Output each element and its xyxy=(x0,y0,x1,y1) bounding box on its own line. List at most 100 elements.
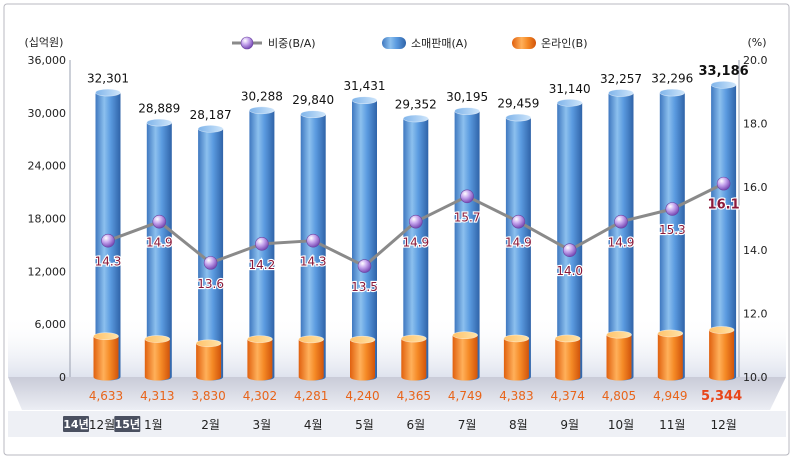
online-bar-body xyxy=(555,338,581,381)
category-label: 7월 xyxy=(458,418,477,432)
retail-bar-body xyxy=(352,100,377,381)
year-badge xyxy=(114,416,141,432)
category-label: 12월 xyxy=(89,418,115,432)
legend-retail-swatch xyxy=(382,37,406,49)
retail-bar xyxy=(402,114,429,381)
chart-floor xyxy=(8,377,786,410)
online-data-label: 4,240 xyxy=(345,389,379,403)
retail-bar xyxy=(197,124,224,381)
year-badge-label: 14년 xyxy=(63,417,88,431)
online-data-label: 3,830 xyxy=(191,389,225,403)
online-bar-cap xyxy=(554,334,581,343)
category-label: 5월 xyxy=(355,418,374,432)
ratio-data-label: 14.9 xyxy=(608,236,635,250)
right-axis-tick-label: 16.0 xyxy=(743,181,768,194)
retail-bar-cap xyxy=(402,114,429,123)
online-bar xyxy=(452,331,478,381)
legend-ratio-marker xyxy=(240,36,254,50)
right-axis-unit-label: (%) xyxy=(747,36,766,49)
retail-bar-cap xyxy=(556,98,583,107)
online-bar-body xyxy=(657,333,683,381)
retail-bar-body xyxy=(198,128,224,381)
retail-bar-body xyxy=(403,118,429,381)
ratio-point xyxy=(408,214,423,229)
online-data-label: 4,949 xyxy=(653,389,687,403)
retail-bar xyxy=(710,80,737,381)
online-bar-body xyxy=(350,339,375,381)
online-bar xyxy=(93,332,119,381)
online-data-label: 4,313 xyxy=(140,389,174,403)
online-bar-cap xyxy=(657,329,684,338)
online-bar-body xyxy=(144,339,170,381)
legend-retail-label: 소매판매(A) xyxy=(411,37,468,50)
ratio-data-label: 14.3 xyxy=(300,255,327,269)
right-axis-tick-label: 10.0 xyxy=(743,371,768,384)
online-bar xyxy=(657,329,684,381)
retail-bar-body xyxy=(146,122,172,381)
retail-bar xyxy=(659,88,686,381)
left-axis-tick-label: 6,000 xyxy=(35,318,67,331)
online-bar xyxy=(606,330,632,381)
category-label: 2월 xyxy=(201,418,220,432)
ratio-point xyxy=(203,256,218,270)
ratio-point xyxy=(255,237,269,251)
online-bar-cap xyxy=(144,335,171,343)
online-bar-cap xyxy=(503,334,530,343)
retail-bar-cap xyxy=(95,88,121,97)
retail-data-label: 32,296 xyxy=(651,72,693,86)
ratio-point xyxy=(357,259,372,273)
online-bar-body xyxy=(503,338,529,381)
online-bar-body xyxy=(93,336,119,381)
right-axis-tick-label: 14.0 xyxy=(743,244,768,257)
retail-bar-cap xyxy=(351,96,378,105)
online-data-label: 4,383 xyxy=(499,389,533,403)
retail-data-label: 30,195 xyxy=(446,90,488,104)
retail-bar xyxy=(146,118,173,381)
retail-data-label: 29,840 xyxy=(292,93,334,107)
online-bar xyxy=(400,334,427,381)
ratio-data-label: 13.6 xyxy=(197,277,224,291)
retail-bar-cap xyxy=(659,88,686,97)
online-bar xyxy=(195,339,222,381)
online-data-label: 5,344 xyxy=(701,389,742,404)
retail-data-label: 28,889 xyxy=(138,102,180,116)
retail-bar-body xyxy=(711,84,737,381)
ratio-data-label: 15.3 xyxy=(659,223,686,237)
category-label: 8월 xyxy=(509,418,528,432)
online-bar-cap xyxy=(452,331,478,339)
legend-online-swatch xyxy=(512,37,536,49)
ratio-data-label: 14.9 xyxy=(402,236,429,250)
online-bar xyxy=(144,335,171,381)
category-label: 4월 xyxy=(304,418,323,432)
online-bar xyxy=(554,334,581,381)
ratio-point xyxy=(511,214,526,229)
retail-bar-body xyxy=(557,102,583,381)
online-bar-cap xyxy=(400,334,427,343)
online-bar-body xyxy=(709,329,735,381)
retail-bar-body xyxy=(505,117,531,381)
online-bar xyxy=(247,335,273,381)
category-label: 3월 xyxy=(253,418,272,432)
retail-bar-cap xyxy=(608,89,634,97)
year-badge xyxy=(63,416,89,432)
retail-bar-cap xyxy=(197,124,224,133)
online-data-label: 4,749 xyxy=(448,389,482,403)
chart-frame xyxy=(3,3,790,456)
online-bar xyxy=(349,335,376,381)
category-label: 11월 xyxy=(659,418,685,432)
ratio-point xyxy=(460,189,474,204)
online-bar-body xyxy=(298,339,324,381)
left-axis-unit-label: (십억원) xyxy=(25,36,64,49)
category-label: 1월 xyxy=(144,418,163,432)
left-axis-tick-label: 12,000 xyxy=(28,265,67,278)
retail-bar xyxy=(505,113,532,381)
online-data-label: 4,805 xyxy=(602,389,636,403)
retail-data-label: 29,352 xyxy=(395,98,437,112)
retail-data-label: 29,459 xyxy=(497,97,539,111)
online-bar-cap xyxy=(247,335,273,343)
retail-bar xyxy=(608,89,634,381)
legend-ratio-label: 비중(B/A) xyxy=(268,37,316,50)
online-data-label: 4,302 xyxy=(243,389,277,403)
